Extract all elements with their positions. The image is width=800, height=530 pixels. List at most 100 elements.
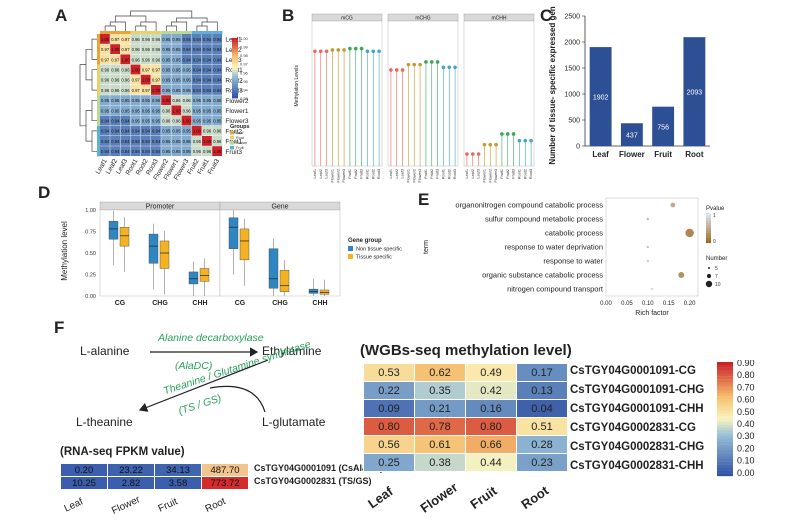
b-tick-label: Fruit3 (360, 169, 364, 179)
scale-segment (232, 42, 238, 45)
heatmap-cell-value: 0.94 (193, 37, 202, 42)
heatmap-cell-value: 0.96 (121, 68, 130, 73)
d-ytick-label: 0.00 (85, 294, 96, 300)
heatmap-cell-value: 0.95 (162, 68, 171, 73)
c-ytick-label: 500 (568, 118, 580, 125)
heatmap-cell-value: 0.94 (132, 129, 141, 134)
heatmap-cell (151, 64, 161, 75)
heatmap-cell (161, 85, 171, 95)
b-tick-label: Root2 (447, 169, 451, 179)
heatmap-cell (161, 74, 171, 85)
wgbs-cell: 0.66 (465, 435, 517, 454)
heatmap-cell (130, 74, 141, 85)
heatmap-cell-value: 0.96 (172, 119, 181, 124)
heatmap-cell-value: 0.94 (213, 88, 222, 93)
heatmap-cell-value: 0.95 (152, 98, 161, 103)
wgbs-scale-segment (717, 410, 733, 414)
wgbs-cell: 0.17 (516, 363, 568, 382)
scale-segment (232, 56, 238, 59)
heatmap-cell (100, 115, 110, 126)
wgbs-row: 0.22 0.35 0.42 0.13 (363, 381, 568, 400)
lollipop-point (389, 68, 393, 72)
e-pvalue-scale (706, 240, 711, 244)
row-group-strip (97, 115, 100, 126)
heatmap-cell (191, 125, 202, 136)
heatmap-cell (171, 64, 182, 75)
wgbs-scale-tick: 0.50 (737, 407, 755, 417)
d-box (228, 217, 239, 249)
e-bubble (646, 245, 650, 249)
heatmap-cell (140, 85, 151, 95)
d-legend-swatch (348, 246, 353, 251)
rnaseq-cell: 3.58 (154, 476, 202, 490)
heatmap-cell (212, 136, 222, 146)
heatmap-cell (161, 136, 171, 146)
facet-panel (311, 20, 383, 167)
e-pvalue-scale (706, 220, 711, 224)
heatmap-cell-value: 0.94 (193, 68, 202, 73)
heatmap-cell-value: 0.95 (142, 98, 151, 103)
wgbs-cell: 0.13 (516, 381, 568, 400)
lollipop-point (470, 152, 475, 156)
heatmap-cell-value: 0.95 (152, 119, 161, 124)
heatmap-cell-value: 0.96 (152, 47, 161, 52)
heatmap-cell (140, 105, 151, 116)
facet-title: mCHG (415, 16, 430, 22)
heatmap-cell-value: 0.95 (162, 129, 171, 134)
heatmap-cell (120, 125, 131, 136)
heatmap-cell-value: 0.96 (193, 149, 202, 154)
heatmap-cell (171, 125, 182, 136)
heatmap-cell (191, 54, 202, 65)
heatmap-cell-value: 0.95 (142, 108, 151, 113)
wgbs-scale-tick: 0.70 (737, 382, 755, 392)
rnaseq-row: 0.20 23.22 34.13 487.70 (60, 463, 249, 477)
e-bubble (670, 202, 676, 208)
heatmap-cell-value: 0.97 (101, 47, 110, 52)
heatmap-cell-value: 0.95 (172, 139, 181, 144)
b-tick-label: Leaf2 (471, 169, 475, 179)
heatmap-cell (120, 54, 131, 65)
heatmap-cell (151, 95, 161, 105)
scale-segment (232, 48, 238, 51)
c-bar-label: 756 (657, 124, 669, 131)
wgbs-cell: 0.38 (414, 453, 466, 472)
wgbs-gene-label: CsTGY04G0001091-CHG (570, 384, 705, 396)
heatmap-cell-value: 0.94 (132, 139, 141, 144)
wgbs-scale-segment (717, 362, 733, 365)
heatmap-cell-value: 0.97 (142, 68, 151, 73)
c-ytick-label: 0 (576, 144, 580, 151)
heatmap-cell (181, 125, 192, 136)
wgbs-scale-segment (717, 447, 733, 451)
scale-segment (232, 54, 238, 57)
rnaseq-row: 10.25 2.82 3.58 773.72 (60, 476, 249, 490)
dendrogram-branch (135, 21, 157, 32)
heatmap-cell (110, 105, 120, 116)
heatmap-cell (110, 85, 120, 95)
column-group-strip (130, 31, 141, 34)
heatmap-cell-value: 0.95 (203, 108, 212, 113)
heatmap-cell-value: 0.96 (193, 139, 202, 144)
wgbs-scale-segment (717, 393, 733, 397)
heatmap-cell-value: 1.00 (152, 88, 161, 93)
heatmap-cell (171, 85, 182, 95)
wgbs-scale-segment (717, 473, 733, 477)
heatmap-cell (191, 44, 202, 54)
l-glutamate-label: L-glutamate (262, 415, 326, 429)
wgbs-scale-tick: 0.90 (737, 360, 755, 368)
wgbs-color-scale: 0.90 0.80 0.70 0.60 0.50 0.40 0.30 0.20 0.10 0.00 (717, 360, 755, 478)
heatmap-cell-value: 0.97 (152, 68, 161, 73)
d-ytick-label: 0.75 (85, 230, 96, 236)
wgbs-scale-segment (717, 399, 733, 403)
heatmap-cell (202, 95, 212, 105)
scale-tick: 0.94 (240, 87, 249, 92)
heatmap-cell-value: 0.96 (101, 88, 110, 93)
wgbs-gene-label: CsTGY04G0001091-CG (570, 365, 696, 377)
heatmap-cell (120, 34, 131, 44)
heatmap-cell-value: 0.96 (121, 78, 130, 83)
heatmap-cell (212, 54, 222, 65)
heatmap-cell (151, 34, 161, 44)
e-bubble (650, 287, 654, 291)
row-group-strip (97, 136, 100, 147)
heatmap-cell (161, 125, 171, 136)
